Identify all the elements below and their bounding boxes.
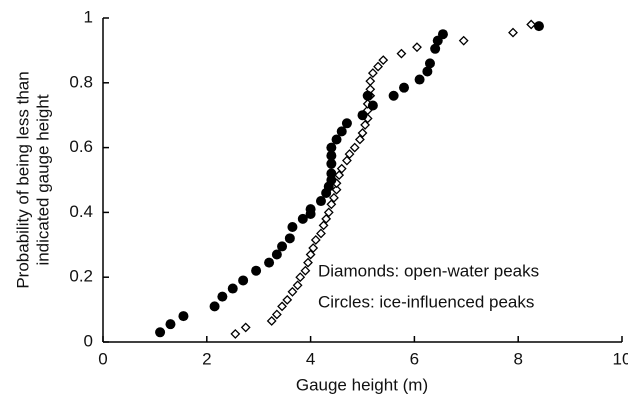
data-point: [388, 90, 399, 101]
data-point: [238, 275, 249, 286]
data-point: [323, 207, 334, 218]
data-point: [326, 158, 337, 169]
data-point: [292, 280, 303, 291]
data-point: [310, 235, 321, 245]
data-point: [533, 21, 544, 32]
data-point: [305, 249, 316, 260]
data-point: [295, 272, 306, 283]
data-point: [277, 241, 288, 252]
data-point: [365, 76, 376, 87]
x-tick-label: 8: [513, 349, 522, 368]
y-tick-label: 0: [84, 331, 93, 350]
data-point: [342, 155, 352, 166]
data-point: [266, 316, 277, 326]
data-point: [399, 82, 410, 93]
data-point: [357, 110, 368, 121]
x-axis-label: Gauge height (m): [296, 375, 428, 394]
data-point: [422, 66, 433, 77]
data-point: [300, 265, 311, 276]
y-tick-label: 0.4: [69, 202, 93, 221]
x-tick-label: 10: [613, 349, 628, 368]
data-point: [349, 142, 360, 153]
data-point: [331, 184, 342, 195]
data-point: [277, 301, 287, 312]
data-point: [209, 301, 220, 312]
y-tick-label: 0.2: [69, 267, 93, 286]
data-point: [305, 209, 316, 220]
data-point: [458, 35, 469, 46]
data-point: [316, 228, 326, 239]
y-axis-label: indicated gauge height: [33, 94, 52, 265]
data-point: [378, 55, 389, 66]
data-point: [227, 283, 238, 294]
data-point: [354, 134, 365, 145]
data-point: [437, 29, 448, 40]
data-point: [297, 213, 308, 224]
data-point: [367, 100, 378, 111]
data-point: [308, 243, 319, 253]
data-point: [282, 294, 293, 305]
legend-label: Diamonds: open-water peaks: [318, 261, 539, 280]
x-tick-label: 4: [306, 349, 315, 368]
x-tick-label: 0: [98, 349, 107, 368]
x-tick-label: 6: [410, 349, 419, 368]
data-point: [217, 291, 228, 302]
data-point: [412, 42, 422, 53]
data-point: [155, 327, 166, 338]
data-point: [344, 149, 355, 159]
data-point: [329, 192, 339, 203]
data-point: [336, 126, 347, 137]
data-point: [326, 168, 337, 179]
data-point: [360, 120, 371, 130]
data-point: [326, 199, 337, 210]
legend-label: Circles: ice-influenced peaks: [318, 292, 534, 311]
data-point: [240, 322, 251, 333]
y-tick-label: 0.8: [69, 72, 93, 91]
data-point: [251, 265, 262, 276]
data-point: [326, 150, 337, 161]
data-point: [287, 286, 298, 297]
data-point: [165, 319, 176, 330]
data-point: [414, 74, 425, 85]
data-point: [526, 19, 537, 30]
data-point: [373, 61, 383, 72]
data-point: [334, 170, 345, 181]
y-tick-label: 0.6: [69, 137, 93, 156]
data-point: [508, 27, 518, 38]
data-point: [264, 257, 275, 268]
data-point: [303, 257, 313, 268]
data-point: [362, 90, 373, 101]
data-point: [336, 163, 347, 174]
data-point: [424, 58, 435, 69]
data-point: [230, 328, 241, 339]
data-point: [341, 118, 352, 129]
data-point: [367, 68, 378, 78]
y-tick-label: 1: [84, 7, 93, 26]
data-point: [430, 43, 441, 54]
data-point: [284, 233, 295, 244]
data-point: [396, 48, 407, 59]
y-axis-label: Probability of being less than: [13, 71, 32, 288]
data-point: [271, 249, 282, 260]
data-point: [178, 311, 189, 322]
data-point: [271, 309, 282, 320]
data-point: [331, 134, 342, 145]
data-point: [318, 220, 329, 231]
data-point: [287, 221, 298, 232]
data-point: [321, 213, 332, 224]
data-point: [326, 142, 337, 153]
data-point: [357, 128, 368, 138]
data-point: [315, 196, 326, 207]
x-tick-label: 2: [202, 349, 211, 368]
